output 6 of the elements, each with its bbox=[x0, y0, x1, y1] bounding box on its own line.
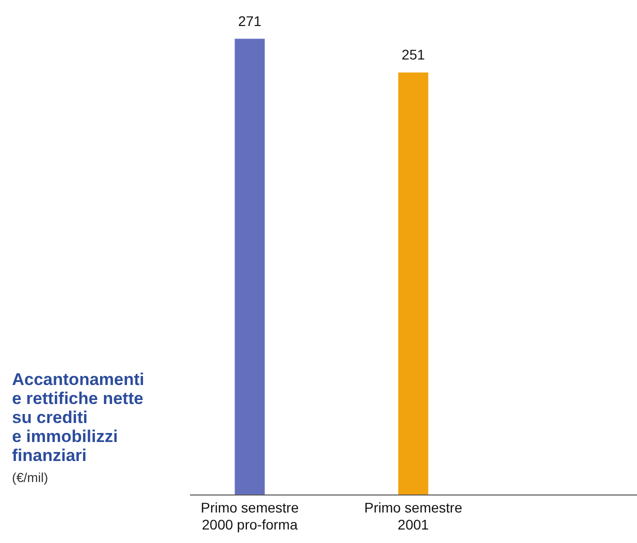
x-tick-label: Primo semestre 2000 pro-forma bbox=[200, 500, 299, 532]
data-label: 251 bbox=[402, 46, 426, 62]
text: Accantonamenti e rettifiche nette su crediti e immobilizzi finanziari bbox=[12, 370, 144, 465]
text: (€/mil) bbox=[12, 470, 48, 485]
x-tick-label: Primo semestre 2001 bbox=[364, 500, 462, 532]
data-label: 271 bbox=[238, 12, 262, 29]
